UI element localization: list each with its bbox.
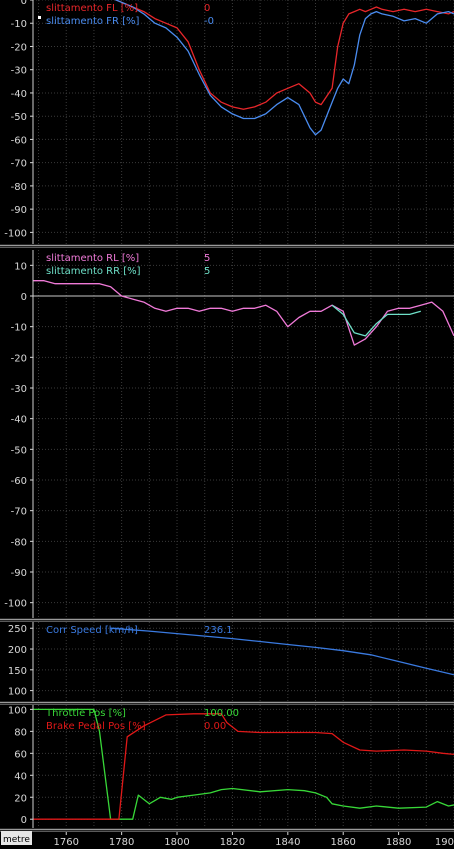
panel-pedals-ytick-label: 80: [14, 727, 27, 738]
panel-rear-slip-legend-value-1: 5: [204, 253, 210, 264]
panel-front-slip-legend-name-1: slittamento FL [%]: [46, 3, 138, 14]
panel-pedals-legend-name-2: Brake Pedal Pos [%]: [46, 721, 146, 732]
panel-rear-slip-ytick-label: -10: [11, 323, 27, 334]
panel-front-slip-legend-value-2: -0: [204, 16, 214, 27]
x-unit-box: [1, 831, 32, 845]
panel-pedals-ytick-label: 60: [14, 749, 27, 760]
panel-front-slip-ytick-label: -90: [11, 205, 27, 216]
panel-front-slip-ytick-label: -100: [4, 228, 27, 239]
x-tick-label: 1860: [330, 837, 355, 848]
x-tick-label: 1760: [54, 837, 79, 848]
grid-layer: [33, 0, 454, 828]
panel-rear-slip-ytick-label: -70: [11, 507, 27, 518]
panel-rear-slip-ytick-label: -90: [11, 568, 27, 579]
panel-speed-legend-name-1: Corr Speed [km/h]: [46, 625, 138, 636]
panel-rear-slip-ytick-label: 10: [14, 261, 27, 272]
panel-front-slip-ytick-label: 0: [21, 0, 27, 7]
panel-front-slip-legend-name-2: slittamento FR [%]: [46, 16, 139, 27]
panel-rear-slip-ytick-label: -40: [11, 415, 27, 426]
panel-front-slip-ytick-label: -50: [11, 112, 27, 123]
panel-front-slip-ytick-label: -30: [11, 66, 27, 77]
x-tick-label: 1880: [386, 837, 411, 848]
cursor-marker-icon: [38, 16, 41, 19]
panel-pedals-legend-value-1: 100.00: [204, 708, 239, 719]
panel-rear-slip-legend-name-1: slittamento RL [%]: [46, 253, 139, 264]
x-unit-badge: metre: [1, 831, 32, 845]
panel-rear-slip-ytick-label: -60: [11, 476, 27, 487]
panel-front-slip-series-line-1: [114, 0, 454, 110]
panel-speed-legend-value-1: 236.1: [204, 625, 233, 636]
panel-pedals-legend-value-2: 0.00: [204, 721, 226, 732]
panel-rear-slip-ytick-label: 0: [21, 292, 27, 303]
panel-speed-ytick-label: 100: [8, 687, 27, 698]
panel-rear-slip-series-line-2: [331, 304, 421, 337]
panel-speed-ytick-label: 200: [8, 645, 27, 656]
panel-rear-slip-ytick-label: -30: [11, 384, 27, 395]
panel-rear-slip-ytick-label: -100: [4, 599, 27, 610]
panel-pedals-legend-name-1: Throttle Pos [%]: [45, 708, 126, 719]
panel-pedals-ytick-label: 40: [14, 771, 27, 782]
panel-pedals-series-line-1: [33, 708, 454, 820]
panel-rear-slip-ytick-label: -80: [11, 537, 27, 548]
x-tick-label: 1800: [164, 837, 189, 848]
x-tick-label: 1780: [109, 837, 134, 848]
panel-speed-ytick-label: 150: [8, 666, 27, 677]
legend-layer: slittamento FL [%] 0 slittamento FR [%] -0 s…: [38, 3, 239, 732]
x-tick-label: 1840: [275, 837, 300, 848]
panel-front-slip-ytick-label: -10: [11, 19, 27, 30]
panel-front-slip-legend-value-1: 0: [204, 3, 210, 14]
panel-pedals-series-line-2: [33, 713, 454, 820]
panel-front-slip-ytick-label: -80: [11, 182, 27, 193]
panel-speed-series-line-1: [110, 627, 454, 676]
panel-pedals-ytick-label: 100: [8, 705, 27, 716]
panel-front-slip-ytick-label: -20: [11, 42, 27, 53]
panel-rear-slip-ytick-label: -20: [11, 353, 27, 364]
x-tick-label-last: 190: [435, 837, 454, 848]
x-unit-label: metre: [3, 835, 30, 845]
panel-pedals-ytick-label: 0: [21, 815, 27, 826]
panel-front-slip-ytick-label: -60: [11, 135, 27, 146]
series-layer: [33, 0, 454, 820]
panel-rear-slip-ytick-label: -50: [11, 445, 27, 456]
panel-pedals-ytick-label: 20: [14, 793, 27, 804]
x-tick-label: 1820: [220, 837, 245, 848]
panel-rear-slip-legend-value-2: 5: [204, 266, 210, 277]
panel-speed-ytick-label: 250: [8, 624, 27, 635]
panel-front-slip-series-line-2: [114, 0, 454, 136]
panel-front-slip-ytick-label: -40: [11, 89, 27, 100]
panel-rear-slip-legend-name-2: slittamento RR [%]: [46, 266, 141, 277]
panel-rear-slip-series-line-1: [33, 280, 454, 346]
panel-front-slip-ytick-label: -70: [11, 159, 27, 170]
